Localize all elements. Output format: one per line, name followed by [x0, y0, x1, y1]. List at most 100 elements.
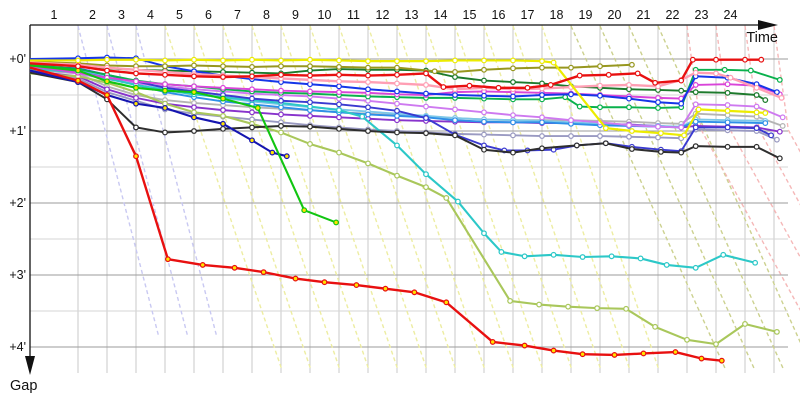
lap-marker-rider-black: [678, 149, 685, 156]
lap-marker-rider-yellow: [695, 106, 702, 113]
lap-marker-rider-red: [191, 73, 197, 80]
y-tick-label-+4': +4': [9, 340, 26, 354]
lap-marker-rider-khaki: [336, 63, 342, 70]
lap-marker-rider-yellow: [336, 57, 342, 64]
lap-marker-rider-turquoise: [394, 142, 400, 149]
lap-marker-rider-black: [692, 143, 699, 150]
lap-marker-rider-red: [634, 70, 641, 77]
lap-marker-rider-bright-blue: [481, 92, 487, 99]
lap-marker-rider-yellow-green: [336, 149, 342, 156]
lap-marker-rider-pink: [394, 80, 400, 87]
lap-marker-rider-bright-blue: [773, 89, 780, 96]
x-tick-label-4: 4: [147, 8, 154, 22]
lap-marker-rider-royal-blue: [278, 97, 284, 104]
lap-marker-rider-pink: [778, 94, 785, 101]
lap-marker-rider-dark-green: [510, 79, 516, 85]
x-tick-label-17: 17: [521, 8, 535, 22]
lap-marker-rider-yellow-green: [773, 328, 780, 335]
lap-marker-rider-pink: [727, 74, 734, 81]
lap-marker-rider-black: [481, 146, 487, 153]
lap-marker-rider-red: [394, 71, 400, 78]
lap-marker-rider-yellow: [602, 125, 609, 132]
lap-marker-rider-yellow-green: [536, 301, 543, 308]
lap-marker-rider-violet: [394, 100, 400, 107]
dashed-projection-leader-laps-4-17-lap-17: [541, 25, 659, 369]
series-rider-red: [29, 56, 765, 91]
lap-marker-rider-dodger-blue: [724, 119, 731, 126]
lap-marker-rider-red: [466, 82, 473, 89]
lap-marker-rider-yellow-green: [594, 305, 601, 312]
lap-marker-rider-violet: [753, 103, 760, 110]
lap-marker-rider-yellow: [394, 58, 400, 65]
y-axis-title: Gap: [10, 378, 37, 394]
lap-marker-rider-green: [626, 104, 632, 111]
lap-marker-rider-red: [220, 74, 226, 80]
lap-marker-rider-green: [776, 76, 783, 83]
lap-marker-rider-dark-green: [753, 92, 760, 98]
lap-marker-rider-bright-blue: [655, 99, 661, 106]
y-axis-arrow-icon: [25, 356, 35, 375]
lap-marker-rider-black: [133, 124, 139, 131]
leader-projection-dashed-lines: [77, 25, 800, 369]
lap-marker-rider-dodger-blue: [762, 120, 769, 127]
lap-marker-rider-khaki: [191, 62, 197, 69]
lap-marker-rider-bright-green-dnf: [162, 87, 168, 94]
lap-marker-rider-red-lapped: [579, 351, 586, 358]
lap-marker-rider-pink: [597, 82, 603, 89]
lap-marker-rider-purple: [249, 109, 255, 116]
x-tick-label-18: 18: [550, 8, 564, 22]
series-rider-black: [29, 71, 783, 162]
lap-marker-rider-red: [678, 77, 685, 84]
x-tick-label-22: 22: [666, 8, 680, 22]
lap-marker-rider-turquoise: [336, 107, 342, 114]
lap-marker-rider-slate: [773, 136, 780, 143]
lap-marker-rider-black: [365, 128, 371, 134]
lap-marker-rider-red-lapped: [164, 256, 171, 263]
lap-marker-rider-yellow-green: [220, 112, 226, 119]
dashed-projection-leader-laps-4-17-lap-9: [309, 25, 427, 369]
dashed-projection-leader-laps-4-17-lap-6: [222, 25, 340, 369]
lap-marker-rider-dark-green: [724, 89, 731, 96]
lap-marker-rider-slate: [626, 133, 632, 140]
dashed-projection-leader-laps-1-3-lap-2: [106, 25, 189, 336]
lap-marker-rider-yellow: [681, 132, 688, 139]
lap-marker-rider-khaki: [481, 66, 487, 73]
lap-marker-rider-turquoise: [752, 259, 759, 266]
lap-marker-rider-khaki: [394, 64, 400, 71]
lap-marker-rider-red-lapped: [640, 350, 647, 357]
lap-marker-rider-black: [336, 125, 342, 132]
lap-marker-rider-green: [597, 104, 603, 111]
lap-marker-rider-black: [573, 142, 580, 149]
lap-marker-rider-yellow: [550, 59, 557, 66]
lap-marker-rider-yellow: [249, 56, 255, 63]
lap-marker-rider-yellow-green: [443, 195, 450, 201]
lap-marker-rider-yellow: [104, 56, 110, 63]
lap-marker-rider-slate: [539, 133, 545, 139]
lap-marker-rider-turquoise: [454, 198, 461, 205]
lap-marker-rider-yellow: [753, 109, 760, 116]
x-tick-label-21: 21: [637, 8, 651, 22]
x-tick-label-19: 19: [579, 8, 593, 22]
lap-marker-rider-royal-blue: [249, 95, 255, 102]
lap-marker-rider-turquoise: [637, 255, 644, 262]
lap-marker-rider-violet: [423, 103, 429, 110]
lap-marker-rider-bright-blue: [626, 95, 632, 102]
lap-marker-rider-red-lapped: [411, 289, 418, 296]
lap-marker-rider-violet: [779, 114, 786, 121]
lap-marker-rider-violet: [539, 114, 545, 121]
lap-marker-rider-bright-blue: [539, 92, 545, 98]
lap-marker-rider-yellow: [133, 56, 139, 63]
lap-marker-rider-khaki: [162, 63, 168, 70]
lap-marker-rider-pink: [423, 81, 429, 88]
y-tick-label-+1': +1': [9, 124, 26, 138]
lap-marker-rider-yellow: [657, 130, 664, 137]
x-tick-label-24: 24: [724, 8, 738, 22]
lap-marker-rider-navy-dnf: [220, 120, 226, 127]
dashed-projection-leader-laps-4-17-lap-10: [338, 25, 456, 369]
lap-marker-rider-yellow: [510, 57, 516, 64]
lap-marker-rider-black: [394, 129, 400, 136]
lap-marker-rider-turquoise: [481, 230, 487, 237]
lap-marker-rider-turquoise: [692, 264, 699, 271]
lap-marker-rider-red: [605, 71, 612, 78]
